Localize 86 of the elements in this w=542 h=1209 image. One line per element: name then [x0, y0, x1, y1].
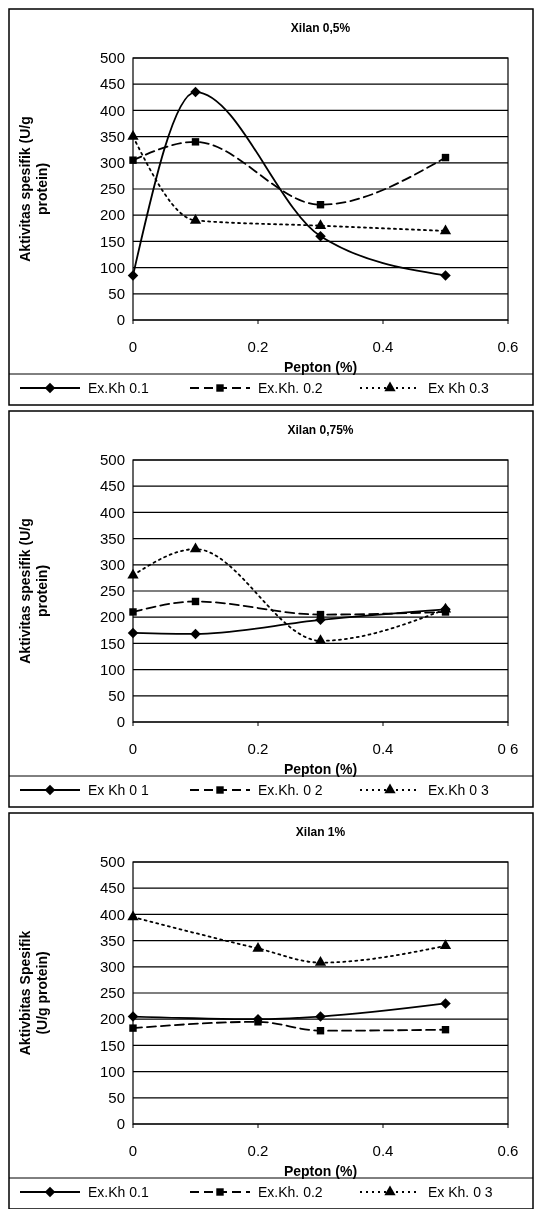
y-axis-title: Aktivitas spesifik (U/g protein): [17, 518, 50, 664]
legend-label: Ex.Kh 0.1: [88, 379, 149, 396]
y-tick-label: 500: [99, 853, 125, 871]
point: [127, 568, 139, 579]
x-tick-label: 0: [128, 1142, 138, 1159]
x-tick-label: 0.4: [372, 338, 394, 355]
y-tick-label: 450: [99, 477, 125, 495]
y-tick-label: 150: [99, 634, 125, 652]
y-tick-label: 400: [99, 503, 125, 521]
y-tick-label: 500: [99, 49, 125, 67]
y-axis-title: Aktivitas spesifik (U/g protein): [17, 116, 50, 262]
legend-label: Ex.Kh 0 3: [428, 781, 489, 798]
point: [129, 608, 137, 616]
y-tick-label: 400: [99, 905, 125, 923]
x-tick-label: 0: [128, 740, 138, 757]
y-tick-label: 100: [99, 660, 125, 678]
x-axis-title: Pepton (%): [283, 1163, 358, 1179]
point: [315, 1011, 326, 1022]
point: [189, 542, 202, 553]
point: [315, 230, 326, 242]
y-tick-label: 350: [99, 529, 125, 547]
y-tick-label: 350: [99, 931, 125, 949]
y-tick-label: 250: [99, 582, 125, 600]
point: [440, 270, 451, 281]
point: [129, 1024, 137, 1032]
y-tick-label: 450: [99, 879, 125, 897]
x-tick-label: 0.6: [497, 1142, 519, 1159]
x-tick-label: 0.2: [247, 740, 269, 757]
point: [439, 939, 452, 950]
y-tick-label: 200: [99, 206, 125, 224]
y-tick-label: 450: [99, 75, 125, 93]
y-tick-label: 250: [99, 180, 125, 198]
y-tick-label: 50: [108, 687, 125, 705]
point: [191, 138, 200, 146]
y-tick-label: 100: [99, 1062, 125, 1080]
point: [127, 130, 139, 140]
y-tick-label: 0: [116, 311, 125, 329]
x-tick-label: 0 6: [497, 740, 519, 757]
legend-label: Ex Kh 0.3: [428, 379, 489, 396]
y-tick-label: 200: [99, 608, 125, 626]
x-tick-label: 0.2: [247, 338, 269, 355]
point: [314, 219, 327, 229]
point: [190, 628, 201, 640]
chart-title: Xilan 1%: [295, 825, 346, 839]
point: [189, 213, 202, 224]
y-tick-label: 50: [108, 1089, 125, 1107]
point: [127, 910, 139, 921]
y-tick-label: 500: [99, 451, 125, 469]
y-tick-label: 150: [99, 1036, 125, 1054]
y-tick-label: 0: [116, 713, 125, 731]
x-tick-label: 0.6: [497, 338, 519, 355]
x-tick-label: 0: [128, 338, 138, 355]
x-tick-label: 0.2: [247, 1142, 269, 1159]
x-tick-label: 0.4: [372, 740, 394, 757]
y-tick-label: 200: [99, 1010, 125, 1028]
point: [127, 270, 139, 281]
point: [127, 627, 139, 639]
chart-title: Xilan 0,5%: [290, 21, 351, 35]
point: [129, 156, 137, 164]
x-axis-title: Pepton (%): [283, 761, 358, 777]
y-tick-label: 300: [99, 556, 125, 574]
legend-label: Ex Kh 0 1: [88, 781, 149, 798]
y-tick-label: 400: [99, 101, 125, 119]
legend-label: Ex.Kh. 0.2: [258, 1183, 323, 1200]
y-tick-label: 300: [99, 958, 125, 976]
legend-label: Ex.Kh. 0.2: [258, 379, 323, 396]
x-tick-label: 0.4: [372, 1142, 394, 1159]
y-tick-label: 50: [108, 285, 125, 303]
chart-title: Xilan 0,75%: [287, 423, 354, 437]
point: [439, 224, 452, 235]
legend-label: Ex.Kh 0.1: [88, 1183, 149, 1200]
y-tick-label: 300: [99, 154, 125, 172]
y-axis-title: Aktivbitas Spesifik (U/g protein): [17, 930, 50, 1056]
point: [314, 956, 327, 966]
y-tick-label: 0: [116, 1115, 125, 1133]
legend-label: Ex Kh. 0 3: [428, 1183, 493, 1200]
point: [190, 86, 201, 98]
y-tick-label: 350: [99, 127, 125, 145]
point: [440, 998, 451, 1009]
point: [127, 1011, 139, 1022]
point: [252, 941, 264, 952]
y-tick-label: 250: [99, 984, 125, 1002]
x-axis-title: Pepton (%): [283, 359, 358, 375]
y-tick-label: 150: [99, 232, 125, 250]
y-tick-label: 100: [99, 258, 125, 276]
legend-label: Ex.Kh. 0 2: [258, 781, 323, 798]
